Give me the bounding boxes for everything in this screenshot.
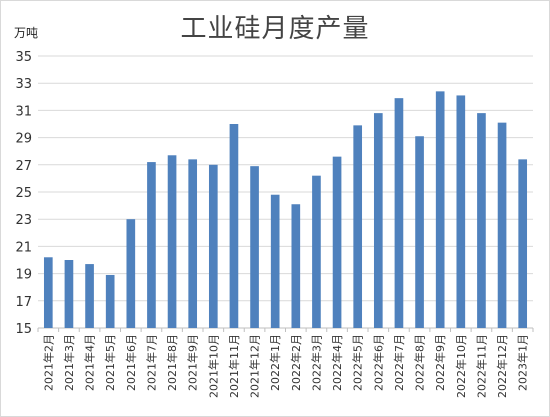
x-tick-label: 2022年8月 xyxy=(413,334,427,391)
bar xyxy=(477,113,486,329)
x-tick-label: 2021年8月 xyxy=(165,334,179,391)
y-tick-label: 31 xyxy=(15,104,32,119)
x-tick-label: 2022年7月 xyxy=(392,334,406,391)
bar xyxy=(167,155,177,328)
bar xyxy=(518,159,528,328)
bar xyxy=(147,162,156,328)
bar xyxy=(229,124,239,328)
x-tick-label: 2021年12月 xyxy=(248,334,262,398)
bar xyxy=(373,113,383,329)
chart-title: 工业硅月度产量 xyxy=(180,14,370,44)
bar xyxy=(64,260,74,328)
x-tick-label: 2022年3月 xyxy=(309,334,323,391)
x-tick-label: 2021年2月 xyxy=(41,334,55,391)
x-tick-label: 2021年7月 xyxy=(144,334,158,391)
bar xyxy=(456,95,466,328)
bar xyxy=(250,166,259,328)
x-tick-label: 2022年1月 xyxy=(268,334,282,391)
bar xyxy=(270,194,280,328)
x-tick-label: 2021年11月 xyxy=(227,334,241,398)
x-tick-label: 2021年5月 xyxy=(103,334,117,391)
y-tick-label: 27 xyxy=(15,159,32,174)
x-tick-label: 2022年10月 xyxy=(454,334,468,398)
bar xyxy=(435,91,445,328)
y-tick-label: 23 xyxy=(15,213,32,228)
y-tick-label: 35 xyxy=(15,50,32,65)
y-tick-label: 29 xyxy=(15,132,32,147)
bar xyxy=(43,257,53,328)
x-tick-label: 2022年2月 xyxy=(289,334,303,391)
x-tick-label: 2022年4月 xyxy=(330,334,344,391)
bar xyxy=(394,98,404,328)
x-tick-label: 2023年1月 xyxy=(516,334,530,391)
bar xyxy=(126,219,136,328)
bar xyxy=(415,136,424,328)
x-tick-label: 2022年9月 xyxy=(433,334,447,391)
bar xyxy=(208,164,218,328)
bar xyxy=(312,175,321,328)
y-tick-label: 17 xyxy=(15,295,32,310)
bar xyxy=(291,204,301,328)
y-tick-label: 21 xyxy=(15,240,32,255)
x-tick-label: 2022年12月 xyxy=(495,334,509,398)
x-tick-label: 2022年6月 xyxy=(371,334,385,391)
bar xyxy=(188,159,198,328)
x-tick-label: 2021年3月 xyxy=(62,334,76,391)
y-tick-label: 33 xyxy=(15,77,32,92)
y-tick-label: 15 xyxy=(15,322,32,337)
bar xyxy=(497,122,507,328)
x-tick-label: 2021年4月 xyxy=(83,334,97,391)
x-tick-label: 2022年5月 xyxy=(351,334,365,391)
y-tick-label: 19 xyxy=(15,268,32,283)
bar xyxy=(332,156,342,328)
y-axis-unit-label: 万吨 xyxy=(14,26,39,40)
x-tick-label: 2021年10月 xyxy=(206,334,220,398)
x-tick-label: 2021年6月 xyxy=(124,334,138,391)
bar xyxy=(85,264,94,328)
bar xyxy=(105,274,115,328)
x-tick-label: 2022年11月 xyxy=(474,334,488,398)
bar xyxy=(353,125,363,328)
y-tick-label: 25 xyxy=(15,186,32,201)
x-tick-label: 2021年9月 xyxy=(186,334,200,391)
